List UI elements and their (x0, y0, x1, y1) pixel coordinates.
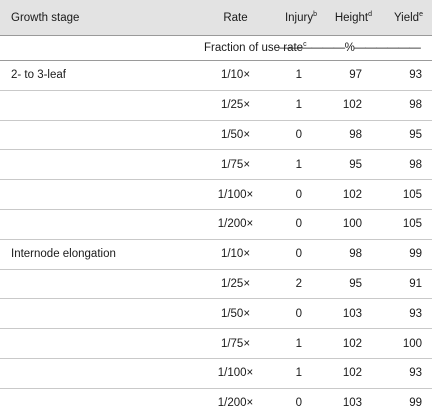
yield-cell: 105 (380, 209, 432, 240)
header-yield: Yielde (380, 0, 432, 36)
table-row: 1/200× 0 103 99 (0, 388, 432, 417)
yield-cell: 98 (380, 149, 432, 181)
stage-cell: 2- to 3-leaf (0, 60, 134, 91)
height-cell: 103 (325, 298, 380, 330)
yield-cell: 100 (380, 328, 432, 359)
injury-cell: 1 (267, 60, 325, 91)
stage-cell: Internode elongation (0, 239, 134, 270)
rate-cell: 1/10× (134, 60, 267, 91)
table-row: 1/75× 1 95 98 (0, 149, 432, 181)
rate-cell: 1/100× (134, 358, 267, 389)
table-row: 1/25× 1 102 98 (0, 90, 432, 121)
header-row: Growth stage Rate Injuryb Heightd Yielde (0, 0, 432, 36)
table-row: 1/100× 0 102 105 (0, 179, 432, 210)
height-cell: 102 (325, 179, 380, 210)
table-row: 1/200× 0 100 105 (0, 209, 432, 240)
header-height-label: Height (334, 11, 369, 24)
table-row: 1/50× 0 103 93 (0, 298, 432, 330)
table-row: 1/25× 2 95 91 (0, 269, 432, 300)
header-growth-stage: Growth stage (0, 0, 134, 36)
rate-cell: 1/10× (134, 239, 267, 270)
header-height: Heightd (325, 0, 380, 36)
stage-cell (0, 388, 134, 417)
header-injury-label: Injury (284, 11, 314, 24)
rate-cell: 1/200× (134, 209, 267, 240)
stage-cell (0, 149, 134, 181)
header-yield-footnote: e (419, 10, 423, 18)
yield-cell: 91 (380, 269, 432, 300)
height-cell: 95 (325, 149, 380, 181)
height-cell: 98 (325, 120, 380, 151)
rate-cell: 1/50× (134, 120, 267, 151)
rate-cell: 1/50× (134, 298, 267, 330)
rate-cell: 1/25× (134, 269, 267, 300)
units-row: Fraction of use ratec ——————%—————— (0, 35, 432, 61)
stage-cell (0, 179, 134, 210)
yield-cell: 99 (380, 239, 432, 270)
injury-cell: 0 (267, 239, 325, 270)
table-body: Fraction of use ratec ——————%—————— 2- t… (0, 35, 432, 418)
injury-cell: 0 (267, 179, 325, 210)
stage-cell (0, 90, 134, 121)
rate-cell: 1/100× (134, 179, 267, 210)
header-injury: Injuryb (267, 0, 325, 36)
injury-cell: 0 (267, 298, 325, 330)
yield-cell: 105 (380, 179, 432, 210)
table-row: 1/50× 0 98 95 (0, 120, 432, 151)
units-stage-cell (0, 35, 134, 61)
yield-cell: 95 (380, 120, 432, 151)
injury-cell: 0 (295, 397, 302, 410)
header-yield-label: Yield (393, 11, 420, 24)
injury-cell: 2 (267, 269, 325, 300)
height-cell: 103 (342, 397, 362, 410)
height-cell: 102 (325, 328, 380, 359)
stage-cell (0, 298, 134, 330)
injury-cell: 1 (267, 90, 325, 121)
yield-cell: 93 (380, 298, 432, 330)
rate-cell: 1/75× (134, 149, 267, 181)
units-rate: Fraction of use ratec (134, 35, 307, 61)
injury-cell: 0 (267, 209, 325, 240)
stage-cell (0, 328, 134, 359)
injury-cell: 0 (267, 120, 325, 151)
injury-cell: 1 (267, 358, 325, 389)
stage-cell (0, 120, 134, 151)
yield-cell: 93 (380, 60, 432, 91)
stage-cell (0, 269, 134, 300)
stage-cell (0, 209, 134, 240)
yield-cell: 98 (380, 90, 432, 121)
height-cell: 97 (325, 60, 380, 91)
rate-cell: 1/75× (134, 328, 267, 359)
rate-cell: 1/25× (134, 90, 267, 121)
injury-cell: 1 (267, 149, 325, 181)
height-cell: 98 (325, 239, 380, 270)
injury-cell: 1 (267, 328, 325, 359)
table-row: Internode elongation 1/10× 0 98 99 (0, 239, 432, 270)
header-height-footnote: d (368, 10, 372, 18)
yield-cell: 99 (409, 397, 422, 410)
height-cell: 102 (325, 90, 380, 121)
height-cell: 95 (325, 269, 380, 300)
table-row: 1/75× 1 102 100 (0, 328, 432, 359)
height-cell: 102 (325, 358, 380, 389)
units-percent: ——————%—————— (267, 35, 432, 61)
rate-cell: 1/200× (217, 397, 254, 410)
yield-cell: 93 (380, 358, 432, 389)
stage-cell (0, 358, 134, 389)
table-row: 2- to 3-leaf 1/10× 1 97 93 (0, 60, 432, 91)
height-cell: 100 (325, 209, 380, 240)
header-injury-footnote: b (313, 10, 317, 18)
header-rate: Rate (134, 0, 267, 36)
table-row: 1/100× 1 102 93 (0, 358, 432, 389)
